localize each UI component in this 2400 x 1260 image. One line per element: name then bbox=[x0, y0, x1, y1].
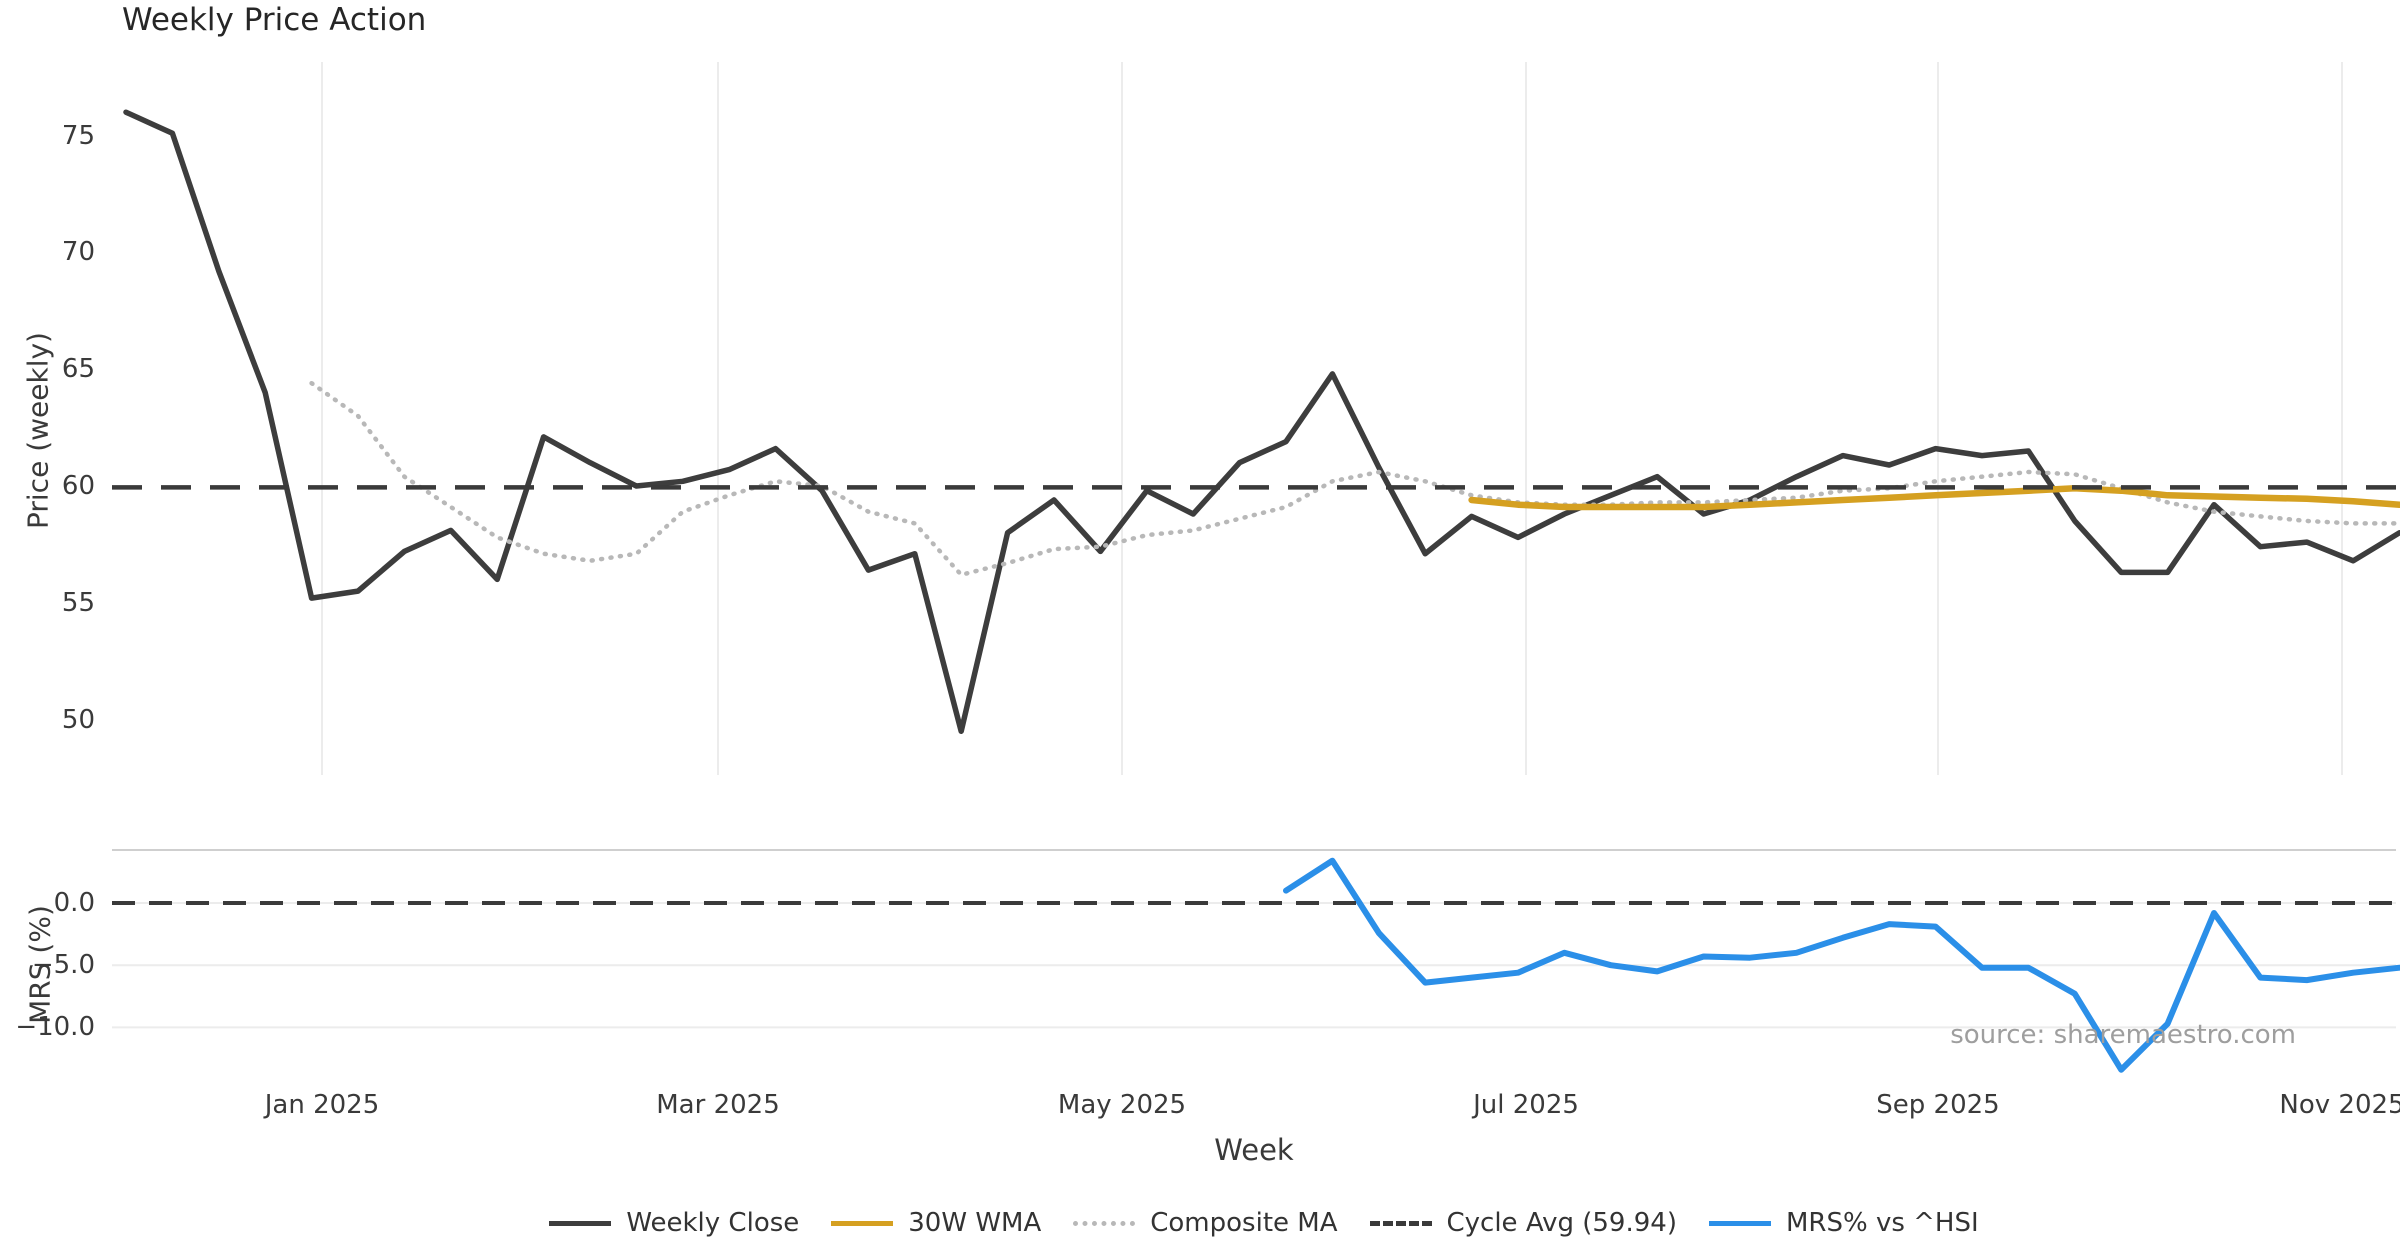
legend-swatch-solid-icon bbox=[1708, 1220, 1771, 1226]
wma-line bbox=[1468, 485, 2400, 511]
xtick: Mar 2025 bbox=[656, 1090, 780, 1120]
legend-item: Cycle Avg (59.94) bbox=[1369, 1208, 1677, 1238]
xtick: Jul 2025 bbox=[1473, 1090, 1579, 1120]
legend-label: Composite MA bbox=[1150, 1208, 1338, 1238]
legend-swatch-solid-icon bbox=[549, 1220, 612, 1226]
chart-title: Weekly Price Action bbox=[122, 2, 427, 38]
price-ytick: 60 bbox=[61, 471, 95, 501]
legend-swatch-dotted-icon bbox=[1073, 1220, 1136, 1226]
xtick: Jan 2025 bbox=[264, 1090, 380, 1120]
legend-item: Weekly Close bbox=[549, 1208, 799, 1238]
composite-ma-line bbox=[309, 380, 2400, 578]
mrs-ytick: −5.0 bbox=[31, 950, 95, 981]
legend-label: Cycle Avg (59.94) bbox=[1446, 1208, 1677, 1238]
legend-item: 30W WMA bbox=[831, 1208, 1041, 1238]
weekly-close-line bbox=[123, 109, 2400, 735]
price-ytick: 55 bbox=[61, 587, 95, 618]
mrs-ytick: −10.0 bbox=[15, 1012, 95, 1043]
xtick: Sep 2025 bbox=[1876, 1090, 2000, 1120]
legend-swatch-solid-icon bbox=[831, 1220, 894, 1226]
legend-item: MRS% vs ^HSI bbox=[1708, 1208, 1979, 1238]
legend: Weekly Close 30W WMA Composite MA Cycle Avg… bbox=[64, 1208, 2400, 1238]
mrs-ytick: 0.0 bbox=[53, 888, 95, 918]
legend-swatch-dashed-icon bbox=[1369, 1220, 1432, 1226]
legend-item: Composite MA bbox=[1073, 1208, 1338, 1238]
legend-label: 30W WMA bbox=[908, 1208, 1042, 1238]
mrs-line bbox=[1283, 857, 2400, 1073]
price-ytick: 65 bbox=[61, 354, 95, 385]
x-axis-label: Week bbox=[1214, 1133, 1294, 1167]
legend-label: MRS% vs ^HSI bbox=[1785, 1208, 1979, 1238]
price-ytick: 75 bbox=[61, 120, 95, 151]
source-credit: source: sharemaestro.com bbox=[1950, 1020, 2296, 1050]
xtick: May 2025 bbox=[1057, 1090, 1187, 1120]
legend-label: Weekly Close bbox=[626, 1208, 800, 1238]
price-axis-label: Price (weekly) bbox=[21, 332, 55, 529]
xtick: Nov 2025 bbox=[2279, 1090, 2400, 1120]
price-ytick: 50 bbox=[61, 704, 95, 735]
price-ytick: 70 bbox=[61, 237, 95, 268]
